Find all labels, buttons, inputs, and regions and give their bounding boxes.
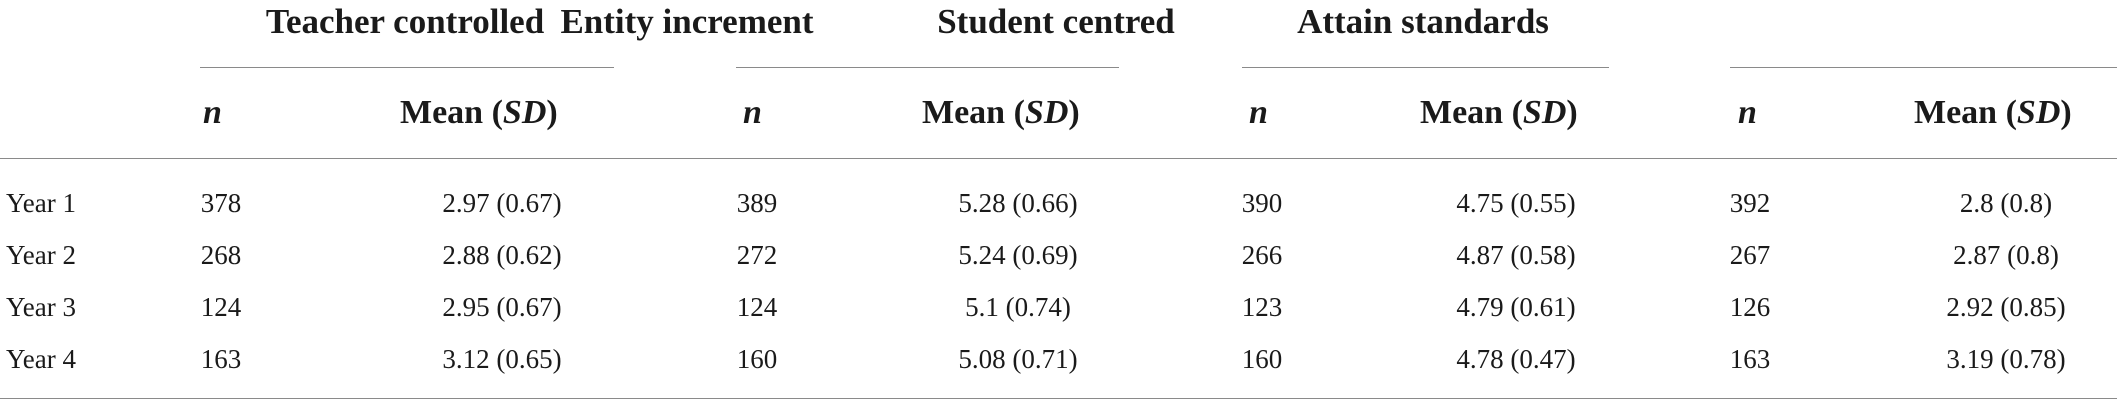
group-header-attain-standards: Attain standards <box>1297 2 1549 41</box>
cell-n: 268 <box>200 240 242 270</box>
cell-n: 123 <box>1241 292 1283 322</box>
cell-mean-sd: 4.78 (0.47) <box>1456 344 1576 374</box>
cell-mean-sd: 3.12 (0.65) <box>442 344 562 374</box>
cell-n: 126 <box>1729 292 1771 322</box>
cell-n: 392 <box>1729 188 1771 218</box>
cell-n: 267 <box>1729 240 1771 270</box>
row-label: Year 3 <box>6 292 77 322</box>
cell-n: 272 <box>736 240 778 270</box>
cell-mean-sd: 2.92 (0.85) <box>1946 292 2066 322</box>
subheader-mean-sd: Mean (SD) <box>1420 94 1578 131</box>
cell-mean-sd: 5.08 (0.71) <box>958 344 1078 374</box>
cell-n: 389 <box>736 188 778 218</box>
cell-mean-sd: 4.75 (0.55) <box>1456 188 1576 218</box>
cell-n: 163 <box>1729 344 1771 374</box>
cell-mean-sd: 5.1 (0.74) <box>965 292 1071 322</box>
group-rule-teacher-controlled <box>200 67 614 68</box>
cell-n: 163 <box>200 344 242 374</box>
subheader-mean-sd: Mean (SD) <box>922 94 1080 131</box>
bottom-rule <box>0 398 2117 399</box>
group-rule-student-centred <box>1242 67 1609 68</box>
cell-mean-sd: 4.79 (0.61) <box>1456 292 1576 322</box>
subheader-n: n <box>203 94 222 131</box>
cell-n: 378 <box>200 188 242 218</box>
cell-mean-sd: 2.97 (0.67) <box>442 188 562 218</box>
row-label: Year 4 <box>6 344 77 374</box>
row-label: Year 2 <box>6 240 77 270</box>
cell-mean-sd: 2.87 (0.8) <box>1953 240 2059 270</box>
cell-mean-sd: 5.28 (0.66) <box>958 188 1078 218</box>
group-rule-entity-increment <box>736 67 1119 68</box>
cell-mean-sd: 3.19 (0.78) <box>1946 344 2066 374</box>
cell-n: 160 <box>736 344 778 374</box>
cell-mean-sd: 4.87 (0.58) <box>1456 240 1576 270</box>
cell-n: 124 <box>200 292 242 322</box>
cell-n: 390 <box>1241 188 1283 218</box>
cell-mean-sd: 2.88 (0.62) <box>442 240 562 270</box>
cell-n: 160 <box>1241 344 1283 374</box>
header-rule <box>0 158 2117 159</box>
cell-n: 124 <box>736 292 778 322</box>
group-header-teacher-controlled: Teacher controlled <box>265 2 545 41</box>
cell-mean-sd: 2.95 (0.67) <box>442 292 562 322</box>
subheader-n: n <box>743 94 762 131</box>
subheader-n: n <box>1249 94 1268 131</box>
subheader-n: n <box>1738 94 1757 131</box>
group-header-entity-increment: Entity increment <box>560 2 814 41</box>
group-header-student-centred: Student centred <box>937 2 1175 41</box>
cell-mean-sd: 2.8 (0.8) <box>1959 188 2053 218</box>
subheader-mean-sd: Mean (SD) <box>1914 94 2072 131</box>
row-label: Year 1 <box>6 188 77 218</box>
subheader-mean-sd: Mean (SD) <box>400 94 558 131</box>
group-rule-attain-standards <box>1730 67 2117 68</box>
cell-mean-sd: 5.24 (0.69) <box>958 240 1078 270</box>
cell-n: 266 <box>1241 240 1283 270</box>
